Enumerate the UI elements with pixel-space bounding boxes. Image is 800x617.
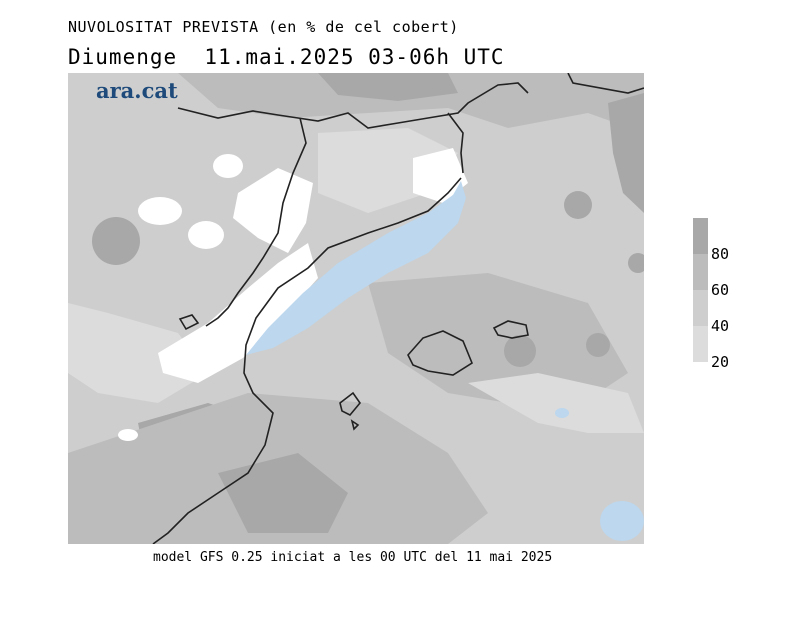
clear-patch-central — [188, 221, 224, 249]
clear-area-inland — [233, 168, 313, 253]
clear-sea-southeast — [600, 501, 644, 541]
model-footer: model GFS 0.25 iniciat a les 00 UTC del … — [153, 550, 553, 565]
coastline-iberia — [152, 177, 462, 544]
legend-swatch-high — [693, 254, 708, 290]
coastline-france — [447, 112, 464, 174]
legend-tick-60: 60 — [711, 281, 730, 299]
legend-swatch-very-high — [693, 218, 708, 254]
legend-tick-40: 40 — [711, 317, 730, 335]
cloud-region-low-west — [68, 303, 208, 403]
cloud-region-high-north — [178, 73, 644, 133]
cloud-region-very-high-s — [218, 453, 348, 533]
cloud-patch-very-high-3 — [504, 335, 536, 367]
map-title: NUVOLOSITAT PREVISTA (en % de cel cobert… — [68, 18, 459, 36]
cloud-patch-very-high-1 — [92, 217, 140, 265]
cloud-region-very-high-ne — [318, 73, 458, 101]
coastline-mainland-south — [178, 314, 200, 331]
cloud-region-high-sea-east — [368, 273, 628, 413]
coastline-formentera — [350, 419, 360, 431]
clear-patch-west — [138, 197, 182, 225]
legend-tick-80: 80 — [711, 245, 730, 263]
clear-sea-patch — [555, 408, 569, 418]
border-france-spain — [177, 82, 529, 129]
cloud-region-low-sea-south — [468, 373, 644, 433]
clear-patch-nw — [213, 154, 243, 178]
border-aragon — [205, 117, 307, 327]
legend-swatch-mid — [693, 290, 708, 326]
coastline-eivissa — [339, 391, 362, 416]
cloud-region-very-high-e — [608, 93, 644, 213]
clear-area-coast-north — [413, 148, 468, 203]
cloud-patch-very-high-2 — [564, 191, 592, 219]
cloud-patch-very-high-4 — [586, 333, 610, 357]
clear-patch-sw — [118, 429, 138, 441]
coastline-mallorca — [407, 330, 473, 376]
ara-cat-logo: ara.cat — [96, 78, 178, 103]
clear-area-ebro-valley — [158, 243, 318, 383]
map-subtitle: Diumenge 11.mai.2025 03-06h UTC — [68, 45, 505, 69]
borders-coastlines — [152, 73, 644, 544]
clear-sea-catalan-coast — [246, 181, 466, 355]
cloud-cover-map — [68, 73, 644, 544]
coastline-menorca — [492, 320, 529, 339]
coastline-north-africa — [567, 73, 644, 94]
legend-tick-20: 20 — [711, 353, 730, 371]
legend-swatch-low — [693, 326, 708, 362]
cloud-patch-very-high-5 — [628, 253, 644, 273]
